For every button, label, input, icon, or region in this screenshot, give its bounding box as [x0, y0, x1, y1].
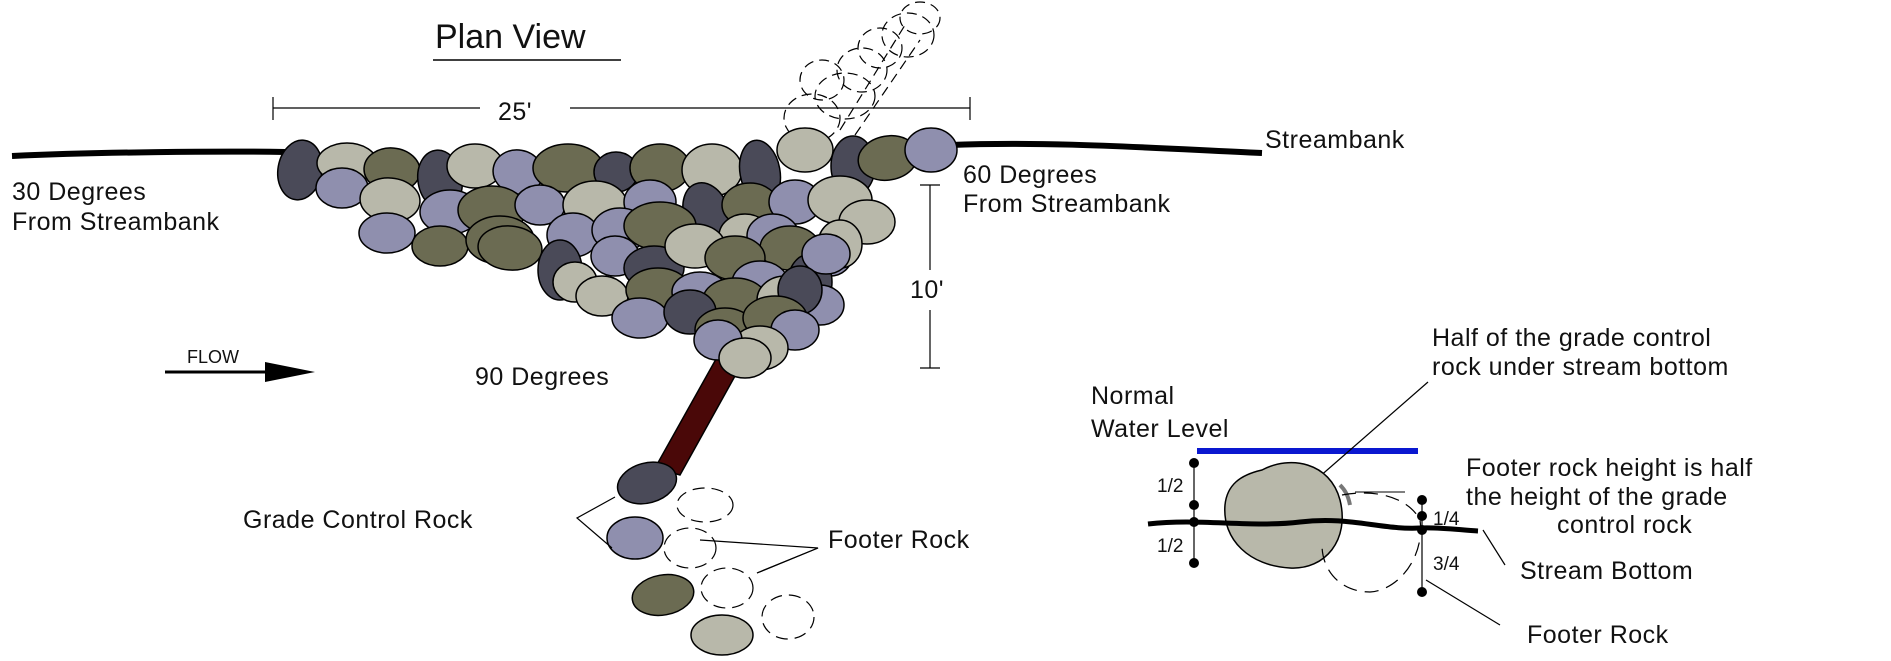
grade-control-rock: [606, 516, 664, 560]
rock: [776, 127, 834, 173]
section-footer-leader: [1425, 579, 1501, 626]
measure-dot: [1417, 587, 1427, 597]
dashed-guide: [839, 24, 906, 131]
footer-rocks-dashed: [663, 487, 815, 640]
fraction-upper-left: 1/2: [1157, 476, 1183, 497]
footer-height-note-line3: control rock: [1557, 511, 1692, 539]
measure-dot: [1189, 517, 1199, 527]
footer-rock-label: Footer Rock: [828, 526, 970, 554]
rock: [358, 212, 416, 254]
footer-rock-leader: [756, 547, 819, 574]
footer-height-note-line1: Footer rock height is half: [1466, 454, 1753, 482]
width-dimension: 25': [498, 98, 532, 126]
section-footer-rock: [1321, 492, 1422, 593]
angle-right-line2: From Streambank: [963, 190, 1171, 218]
normal-water-level-line2: Water Level: [1091, 415, 1229, 443]
normal-water-level-line1: Normal: [1091, 382, 1175, 410]
grade-control-label: Grade Control Rock: [243, 506, 473, 534]
fraction-lower-right: 3/4: [1433, 554, 1460, 575]
stream-bottom-label: Stream Bottom: [1520, 557, 1693, 585]
measure-dot: [1189, 558, 1199, 568]
rock: [904, 127, 958, 173]
measure-dot: [1189, 500, 1199, 510]
footer-rock-dashed: [761, 594, 815, 640]
dashed-rock: [857, 27, 903, 69]
rock-highlight: [1338, 483, 1352, 506]
rock: [611, 297, 669, 339]
depth-dimension: 10': [910, 276, 944, 304]
half-rock-note-line2: rock under stream bottom: [1432, 353, 1729, 381]
fraction-upper-right: 1/4: [1433, 509, 1460, 530]
grade-control-leader: [575, 496, 616, 549]
measure-dot: [1417, 495, 1427, 505]
rock: [718, 337, 772, 379]
upstream-dashed-rocks: [783, 1, 941, 143]
footer-height-note-line2: the height of the grade: [1466, 483, 1728, 511]
grade-control-rock: [616, 461, 678, 505]
rock: [801, 233, 851, 275]
footer-rock-dashed: [700, 567, 754, 609]
right-measure: [1417, 495, 1427, 597]
section-grade-control-rock: [1224, 462, 1343, 569]
measure-dot: [1417, 511, 1427, 521]
half-rock-leader: [1317, 381, 1429, 479]
plan-leader-lines: [575, 496, 819, 574]
flow-label: FLOW: [187, 347, 239, 367]
fraction-lower-left: 1/2: [1157, 536, 1183, 557]
footer-rock-dashed: [676, 487, 734, 523]
stream-bottom-line: [1147, 518, 1479, 534]
dashed-rock: [799, 59, 845, 101]
measure-dot: [1189, 458, 1199, 468]
streambank-label: Streambank: [1265, 126, 1405, 154]
dashed-guide: [854, 39, 921, 136]
rock: [477, 225, 543, 271]
angle-left-line2: From Streambank: [12, 208, 220, 236]
dashed-rock: [899, 1, 941, 35]
grade-control-rock: [631, 573, 695, 617]
stream-bottom-leader: [1482, 529, 1506, 566]
title: Plan View: [435, 18, 586, 56]
half-rock-note-line1: Half of the grade control: [1432, 324, 1711, 352]
streambank-line-left: [11, 148, 286, 159]
rock-cluster: [276, 127, 958, 379]
footer-rock-dashed: [663, 527, 717, 569]
dashed-rock: [814, 72, 876, 120]
dashed-rock: [881, 12, 935, 58]
streambank-line-right: [949, 140, 1263, 156]
angle-left-line1: 30 Degrees: [12, 178, 146, 206]
angle-bottom: 90 Degrees: [475, 363, 609, 391]
rock: [411, 225, 469, 267]
footer-rock-leader: [699, 539, 819, 574]
left-measure: [1189, 458, 1199, 568]
grade-control-rock: [690, 614, 754, 656]
dashed-rock: [836, 47, 888, 93]
flow-arrow-head: [265, 362, 315, 382]
measure-dot: [1417, 525, 1427, 535]
section-footer-rock-label: Footer Rock: [1527, 621, 1669, 649]
angle-right-line1: 60 Degrees: [963, 161, 1097, 189]
